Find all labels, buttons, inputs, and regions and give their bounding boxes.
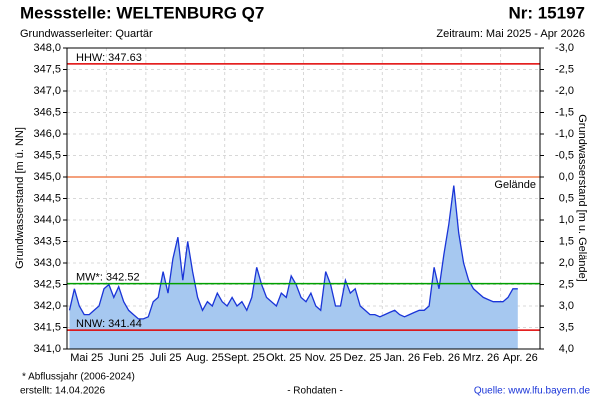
y2-tick-label: -2,0 [555,85,574,97]
y2-tick-label: 2,0 [559,257,574,269]
y2-tick-label: -2,5 [555,63,574,75]
y2-tick-label: 0,5 [559,192,574,204]
y2-tick-label: -1,5 [555,106,574,118]
x-tick-label: Juli 25 [150,352,182,364]
x-tick-label: Apr. 26 [503,352,538,364]
y-tick-label: 342,0 [33,300,61,312]
y-axis-label: Grundwasserstand [m ü. NN] [14,127,26,269]
y2-tick-label: 0,0 [559,171,574,183]
source-link: Quelle: www.lfu.bayern.de [474,386,591,397]
x-tick-label: Juni 25 [108,352,143,364]
y-tick-label: 344,5 [33,192,61,204]
y2-tick-label: -0,5 [555,149,574,161]
x-tick-label: Okt. 25 [266,352,301,364]
y2-tick-label: 3,0 [559,300,574,312]
y2-tick-label: 1,5 [559,235,574,247]
subtitle: Grundwasserleiter: Quartär [20,28,153,40]
x-tick-label: Mai 25 [70,352,103,364]
reference-label: MW*: 342.52 [76,272,140,284]
y2-tick-label: 1,0 [559,214,574,226]
y-tick-label: 346,0 [33,128,61,140]
reference-label: NNW: 341.44 [76,318,142,330]
y-tick-label: 341,0 [33,343,61,355]
y2-tick-label: 3,5 [559,321,574,333]
station-number: Nr: 15197 [508,3,585,22]
x-tick-label: Nov. 25 [305,352,342,364]
y2-tick-label: 4,0 [559,343,574,355]
y2-tick-label: -1,0 [555,128,574,140]
line [68,185,518,320]
raw-data-note: - Rohdaten - [287,386,343,397]
x-tick-label: Sept. 25 [224,352,265,364]
x-tick-label: Jan. 26 [384,352,420,364]
y-tick-label: 343,5 [33,235,61,247]
y2-tick-label: 2,5 [559,278,574,290]
x-tick-label: Mrz. 26 [463,352,500,364]
period: Zeitraum: Mai 2025 - Apr 2026 [436,28,585,40]
y-tick-label: 344,0 [33,214,61,226]
y-tick-label: 347,0 [33,85,61,97]
footnote: * Abflussjahr (2006-2024) [22,372,135,383]
chart-title: Messstelle: WELTENBURG Q7 [20,3,264,22]
created-date: erstellt: 14.04.2026 [20,386,105,397]
reference-label: Gelände [494,179,536,191]
x-tick-label: Aug. 25 [186,352,224,364]
plot-frame [66,47,541,350]
y-tick-label: 348,0 [33,42,61,54]
y-tick-label: 347,5 [33,63,61,75]
area [69,185,518,349]
reference-label: HHW: 347.63 [76,52,142,64]
y-tick-label: 345,0 [33,171,61,183]
y-tick-label: 343,0 [33,257,61,269]
x-tick-label: Feb. 26 [423,352,460,364]
y-tick-label: 342,5 [33,278,61,290]
y-tick-label: 345,5 [33,149,61,161]
y-tick-label: 346,5 [33,106,61,118]
y-tick-label: 341,5 [33,321,61,333]
y2-axis-label: Grundwasserstand [m u. Gelände] [576,114,588,282]
x-tick-label: Dez. 25 [344,352,382,364]
y2-tick-label: -3,0 [555,42,574,54]
